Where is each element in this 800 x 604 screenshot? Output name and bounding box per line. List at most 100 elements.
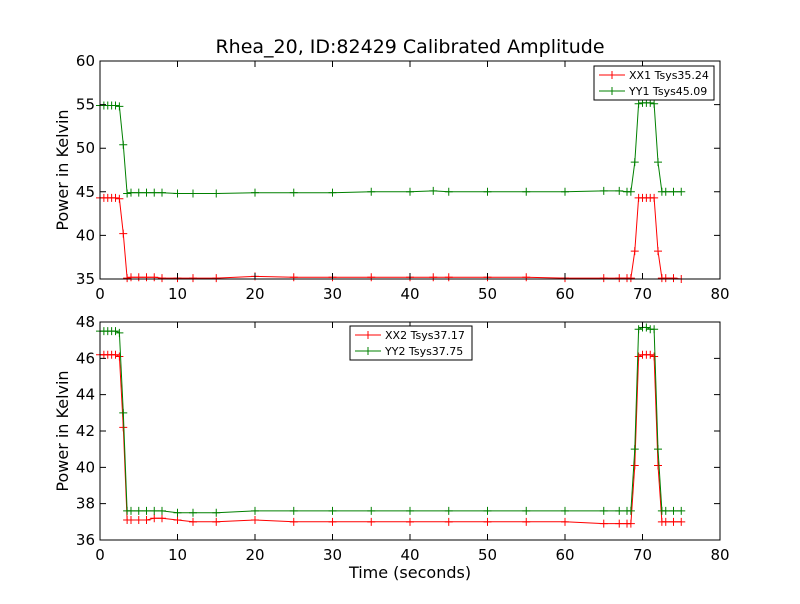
plot-panel-2: 0 10 20 30 40 50 60 70 80 36 38 40 42 44 46 48 Power in … (53, 313, 730, 564)
data-point (142, 516, 151, 525)
data-point (599, 506, 608, 515)
x-tick-label: 10 (168, 546, 187, 564)
data-point (646, 350, 655, 359)
data-point (127, 188, 135, 197)
data-point (654, 445, 662, 454)
data-point (615, 506, 624, 515)
data-point (661, 506, 670, 515)
data-point (119, 423, 128, 432)
data-point (654, 247, 662, 256)
data-point (115, 328, 124, 337)
y-tick-label: 42 (76, 422, 95, 440)
data-point (134, 188, 143, 197)
plots-group: 0 10 20 30 40 50 60 70 80 35 40 45 50 55 60 Power in Ke… (53, 52, 730, 564)
data-point (444, 506, 453, 515)
legend-label: YY1 Tsys45.09 (628, 85, 707, 98)
data-point (444, 517, 453, 526)
data-point (119, 408, 128, 417)
data-point (661, 274, 670, 283)
data-point (406, 187, 414, 196)
data-point (634, 99, 643, 108)
data-point (677, 187, 686, 196)
x-tick-label: 30 (323, 285, 342, 303)
legend-marker (599, 87, 625, 95)
data-point (444, 187, 453, 196)
data-point (111, 327, 120, 336)
chart-title: Rhea_20, ID:82429 Calibrated Amplitude (215, 36, 604, 58)
data-point (212, 517, 221, 526)
data-point (212, 508, 221, 517)
data-point (626, 187, 635, 196)
data-point (615, 274, 624, 283)
y-axis-label-1: Power in Kelvin (53, 109, 72, 230)
x-tick-label: 60 (555, 285, 574, 303)
x-tick-label: 40 (400, 285, 419, 303)
data-point (615, 186, 624, 195)
x-tick-label: 0 (95, 285, 105, 303)
x-tick-label: 50 (478, 546, 497, 564)
data-point (630, 247, 639, 256)
data-point (123, 189, 132, 198)
legend-label: XX2 Tsys37.17 (385, 329, 465, 342)
data-point (654, 158, 662, 167)
data-point (626, 274, 635, 283)
data-point (406, 517, 414, 526)
data-point (522, 517, 531, 526)
data-point (328, 188, 337, 197)
y-tick-label: 48 (76, 313, 95, 331)
data-point (158, 506, 166, 515)
data-point (150, 273, 159, 282)
data-point (429, 273, 438, 282)
y-tick-label: 36 (76, 531, 95, 549)
data-point (158, 274, 166, 283)
data-point (150, 514, 159, 523)
y-tick-label: 55 (76, 96, 95, 114)
data-point (212, 189, 221, 198)
legend-2: XX2 Tsys37.17 YY2 Tsys37.75 (349, 325, 473, 361)
data-point (677, 506, 686, 515)
y-tick-label: 38 (76, 495, 95, 513)
data-point (289, 273, 298, 282)
data-point (127, 273, 135, 282)
y-tick-label: 35 (76, 270, 95, 288)
data-point (630, 158, 639, 167)
y-tick-label: 60 (76, 52, 95, 70)
data-point (599, 519, 608, 528)
data-point (158, 514, 166, 523)
data-point (189, 508, 197, 517)
data-point (677, 517, 686, 526)
data-point (429, 186, 438, 195)
x-tick-label: 80 (710, 546, 729, 564)
data-point (142, 506, 151, 515)
data-point (661, 517, 670, 526)
y-tick-label: 40 (76, 226, 95, 244)
legend-marker (355, 331, 381, 339)
data-point (630, 445, 639, 454)
data-point (150, 506, 159, 515)
x-tick-label: 70 (633, 546, 652, 564)
y-tick-label: 46 (76, 349, 95, 367)
legend-marker (355, 347, 381, 355)
data-point (599, 186, 608, 195)
data-point (328, 506, 337, 515)
data-point (626, 506, 635, 515)
data-point (367, 187, 376, 196)
data-point (289, 188, 298, 197)
data-point (650, 352, 659, 361)
data-point (173, 508, 182, 517)
plot-panel-1: 0 10 20 30 40 50 60 70 80 35 40 45 50 55 60 Power in Ke… (53, 52, 730, 303)
data-point (483, 187, 492, 196)
data-point (150, 188, 159, 197)
data-point (127, 506, 135, 515)
y-tick-label: 45 (76, 183, 95, 201)
data-point (642, 323, 651, 332)
y-tick-label: 40 (76, 458, 95, 476)
data-point (123, 274, 132, 283)
legend-marker (599, 71, 625, 79)
x-tick-label: 10 (168, 285, 187, 303)
data-point (634, 325, 643, 334)
data-point (561, 506, 569, 515)
data-point (111, 101, 120, 110)
y-tick-label: 44 (76, 386, 95, 404)
